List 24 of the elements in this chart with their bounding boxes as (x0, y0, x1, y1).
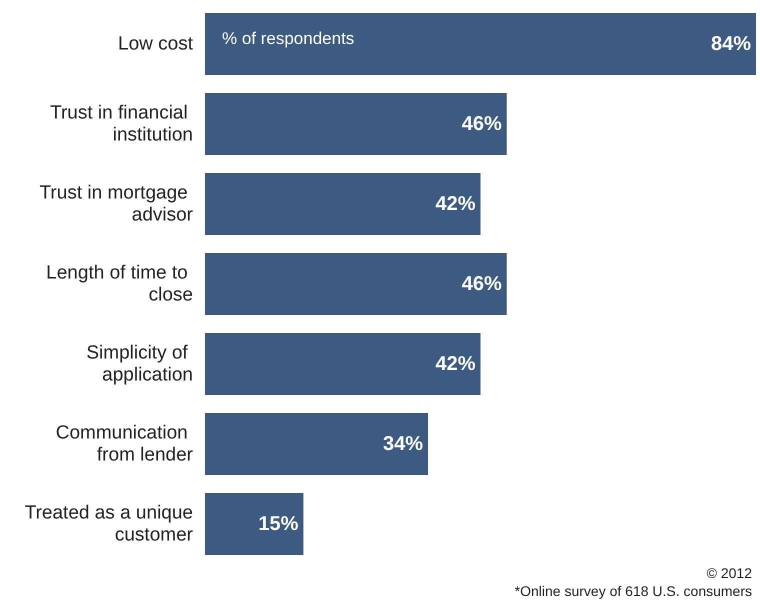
bar (205, 173, 480, 235)
y-tick-label: Communication from lender (56, 422, 194, 466)
data-label: 46% (462, 113, 502, 135)
data-label: 42% (435, 193, 476, 215)
data-label: 46% (462, 273, 502, 295)
data-label: 42% (435, 353, 476, 375)
bar (205, 13, 756, 75)
data-label: 34% (382, 433, 424, 455)
annotation: % of respondents (222, 29, 354, 48)
y-tick-label: Low cost (118, 34, 194, 54)
bar (205, 93, 507, 155)
text: © 2012 (706, 565, 752, 581)
y-tick-label: Treated as a unique customer (24, 502, 194, 546)
y-tick-label: Simplicity of application (86, 342, 193, 386)
y-tick-label: Trust in mortgage advisor (40, 182, 194, 226)
y-tick-label: Length of time to close (46, 262, 193, 306)
data-label: 84% (710, 33, 752, 55)
y-tick-label: Trust in financial institution (50, 102, 193, 146)
data-label: 15% (258, 513, 299, 535)
bar (205, 413, 428, 475)
text: *Online survey of 618 U.S. consumers (514, 583, 752, 599)
bar (205, 253, 507, 315)
bar (205, 493, 304, 555)
bar (205, 333, 480, 395)
